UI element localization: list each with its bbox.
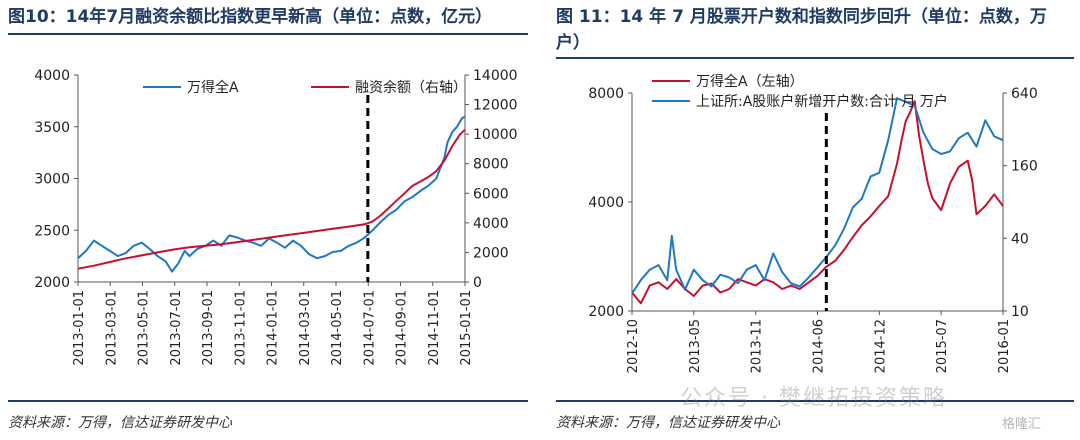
chart-1-x-tick-label: 2014-05-01 (330, 290, 345, 366)
chart-2-y-left-tick-label: 4000 (588, 195, 624, 211)
chart-2-x-tick-label: 2014-06 (812, 319, 827, 373)
chart-2-y-left-tick-label: 2000 (588, 304, 624, 320)
chart-2-x-tick-label: 2015-07 (935, 319, 950, 373)
chart-1-y-right-tick-label: 14000 (473, 68, 518, 84)
watermark-logo: 格隆汇 (1002, 417, 1042, 432)
chart-2-y-left-tick-label: 8000 (588, 86, 624, 102)
chart-1-y-right-tick-label: 2000 (473, 245, 509, 261)
chart-2-title-rule (556, 57, 1074, 59)
chart-1-legend-label-1: 万得全A (187, 79, 239, 96)
chart-2-y-right-tick-label: 160 (1011, 159, 1038, 175)
chart-1-x-tick-label: 2013-01-01 (72, 290, 87, 366)
chart-1-x-tick-label: 2013-11-01 (233, 290, 248, 366)
chart-1-y-left-tick-label: 3000 (34, 172, 70, 188)
chart-1-title-rule (8, 33, 528, 35)
chart-1-x-tick-label: 2014-01-01 (266, 290, 281, 366)
chart-1-x-tick-label: 2014-03-01 (298, 290, 313, 366)
chart-2-series-line-1 (631, 100, 1004, 305)
chart-2-x-tick-label: 2014-12 (873, 319, 888, 373)
chart-1-x-tick-label: 2013-09-01 (201, 290, 216, 366)
chart-2-footer-rule (556, 400, 1074, 402)
chart-1-y-right-tick-label: 0 (473, 275, 482, 291)
chart-1-y-left-tick-label: 2500 (34, 223, 70, 239)
chart-1-series-line-2 (77, 128, 466, 270)
chart-1-y-right-tick-label: 6000 (473, 186, 509, 202)
chart-2-x-tick-label: 2016-01 (997, 319, 1012, 373)
chart-2-y-right-tick-label: 10 (1011, 304, 1029, 320)
chart-1-x-tick-label: 2014-11-01 (427, 290, 442, 366)
chart-2-legend-label-1: 万得全A（左轴） (696, 73, 804, 90)
chart-2-y-right-tick-label: 640 (1011, 86, 1038, 102)
chart-1-x-tick-label: 2013-05-01 (137, 290, 152, 366)
chart-2-legend-label-2: 上证所:A股账户新增开户数:合计 月 万户 (696, 93, 948, 110)
watermark-text: 公众号 · 樊继拓投资策略 (680, 386, 947, 411)
chart-1-y-right-tick-label: 4000 (473, 216, 509, 232)
chart-1-title: 图10：14年7月融资余额比指数更早新高（单位：点数，亿元） (8, 7, 493, 27)
chart-2-x-tick-label: 2013-05 (688, 319, 703, 373)
chart-1-y-right-tick-label: 12000 (473, 98, 518, 114)
chart-1-y-left-tick-label: 2000 (34, 275, 70, 291)
chart-2-source: 资料来源：万得，信达证券研发中心 (556, 415, 780, 431)
chart-1-y-left-tick-label: 3500 (34, 120, 70, 136)
chart-1-x-tick-label: 2014-07-01 (362, 290, 377, 366)
chart-1-x-tick-label: 2013-07-01 (169, 290, 184, 366)
chart-2-series-line-2 (631, 97, 1004, 294)
chart-1-y-right-tick-label: 8000 (473, 157, 509, 173)
chart-1-source: 资料来源：万得，信达证券研发中心 (8, 415, 232, 431)
chart-1-series-line-1 (77, 115, 466, 273)
chart-2-x-tick-label: 2012-10 (626, 319, 641, 373)
chart-1-footer-rule (8, 400, 528, 402)
chart-2-title: 图 11：14 年 7 月股票开户数和指数同步回升（单位：点数，万户） (556, 7, 1047, 53)
chart-2-y-right-tick-label: 40 (1011, 231, 1029, 247)
chart-1-legend-label-2: 融资余额（右轴） (355, 79, 467, 96)
chart-1-y-left-tick-label: 4000 (34, 68, 70, 84)
chart-1-x-tick-label: 2014-09-01 (395, 290, 410, 366)
chart-1-x-tick-label: 2013-03-01 (104, 290, 119, 366)
chart-1-x-tick-label: 2015-01-01 (459, 290, 474, 366)
chart-1-y-right-tick-label: 10000 (473, 127, 518, 143)
chart-2-x-tick-label: 2013-11 (750, 319, 765, 373)
